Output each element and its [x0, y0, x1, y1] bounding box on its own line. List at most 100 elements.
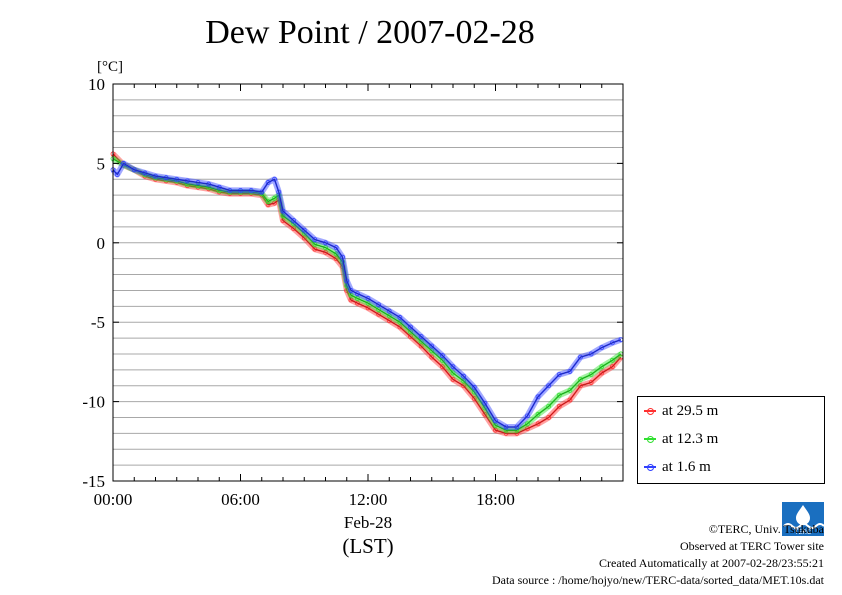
data-point: [493, 423, 498, 428]
data-point: [524, 426, 530, 431]
data-point: [114, 172, 120, 177]
x-tick-label: 12:00: [349, 490, 388, 509]
series-layer: [110, 151, 624, 437]
y-tick-label: 0: [97, 234, 106, 253]
data-point: [546, 403, 552, 409]
data-point: [386, 318, 392, 324]
data-point: [461, 373, 467, 379]
data-point: [461, 383, 467, 389]
x-tick-label: 06:00: [221, 490, 260, 509]
data-point: [301, 227, 307, 233]
data-point: [524, 413, 530, 419]
series-band: [110, 160, 622, 430]
legend-item-12-3m: at 12.3 m: [644, 429, 718, 449]
data-point: [408, 334, 413, 339]
data-point: [418, 334, 424, 339]
logo-text: TERC: [795, 530, 812, 536]
data-point: [556, 392, 562, 398]
data-point: [471, 396, 477, 401]
legend-item-29-5m: at 29.5 m: [644, 401, 718, 421]
data-point: [599, 370, 605, 376]
series-0: [110, 151, 624, 437]
series-center-line: [112, 158, 622, 431]
data-point: [348, 297, 354, 303]
data-point: [291, 221, 297, 227]
data-point: [482, 411, 488, 417]
data-point: [301, 235, 307, 241]
data-point: [439, 364, 445, 370]
data-point: [450, 364, 456, 370]
data-point: [429, 354, 435, 360]
footer-observed: Observed at TERC Tower site: [679, 539, 824, 553]
data-point: [408, 324, 413, 330]
data-point: [397, 319, 403, 325]
data-point: [386, 308, 392, 314]
y-axis-label: [°C]: [97, 59, 123, 75]
data-point: [567, 388, 573, 393]
footer-copyright: ©TERC, Univ. Tsukuba: [708, 522, 824, 536]
grid-lines: [113, 99, 623, 466]
data-point: [439, 357, 445, 363]
data-point: [482, 400, 488, 406]
data-point: [588, 372, 594, 378]
data-point: [333, 251, 339, 257]
data-point: [291, 218, 297, 223]
data-point: [365, 305, 371, 311]
y-tick-label: 5: [97, 154, 106, 173]
series-center-line: [112, 153, 622, 434]
data-point: [386, 313, 392, 319]
data-point: [546, 415, 552, 420]
data-point: [524, 421, 530, 427]
data-point: [301, 230, 307, 236]
data-point: [471, 384, 477, 390]
data-point: [450, 376, 456, 382]
data-point: [354, 295, 360, 301]
legend-label-12-3m: at 12.3 m: [662, 430, 719, 447]
series-2: [110, 160, 624, 430]
data-point: [376, 311, 382, 317]
data-point: [429, 343, 435, 349]
x-tick-label: 18:00: [476, 490, 515, 509]
legend-swatch-1-6m: [644, 464, 656, 471]
data-point: [418, 343, 424, 349]
data-point: [567, 397, 573, 403]
data-point: [461, 378, 467, 384]
data-point: [348, 292, 354, 298]
data-point: [493, 418, 498, 424]
data-point: [376, 302, 382, 308]
data-point: [376, 307, 382, 312]
x-tick-label: 00:00: [94, 490, 133, 509]
data-point: [265, 199, 271, 204]
footer-created: Created Automatically at 2007-02-28/23:5…: [599, 556, 824, 570]
y-tick-label: -10: [82, 393, 105, 412]
data-point: [609, 364, 615, 370]
terc-logo-icon: TERC: [782, 502, 824, 536]
y-tick-label: 10: [88, 75, 105, 94]
data-point: [291, 226, 297, 231]
data-point: [556, 403, 562, 409]
data-point: [599, 364, 605, 370]
data-point: [546, 383, 552, 389]
data-point: [418, 338, 424, 344]
data-point: [265, 180, 271, 185]
data-point: [354, 291, 360, 297]
data-point: [439, 353, 445, 358]
data-point: [471, 389, 477, 395]
legend-swatch-29-5m: [644, 408, 656, 415]
y-tick-label: -15: [82, 472, 105, 491]
data-point: [121, 160, 127, 166]
data-point: [365, 300, 371, 306]
legend: at 29.5 m at 12.3 m at 1.6 m: [637, 396, 825, 484]
chart-title: Dew Point / 2007-02-28: [205, 14, 535, 51]
x-axis-date-label: Feb-28: [344, 513, 392, 532]
series-center-line: [112, 163, 621, 428]
legend-label-1-6m: at 1.6 m: [662, 458, 711, 475]
data-point: [408, 329, 413, 335]
series-1: [110, 156, 624, 434]
x-axis-tz-label: (LST): [342, 534, 393, 558]
legend-swatch-12-3m: [644, 436, 656, 443]
data-point: [397, 324, 403, 330]
data-point: [397, 315, 403, 320]
